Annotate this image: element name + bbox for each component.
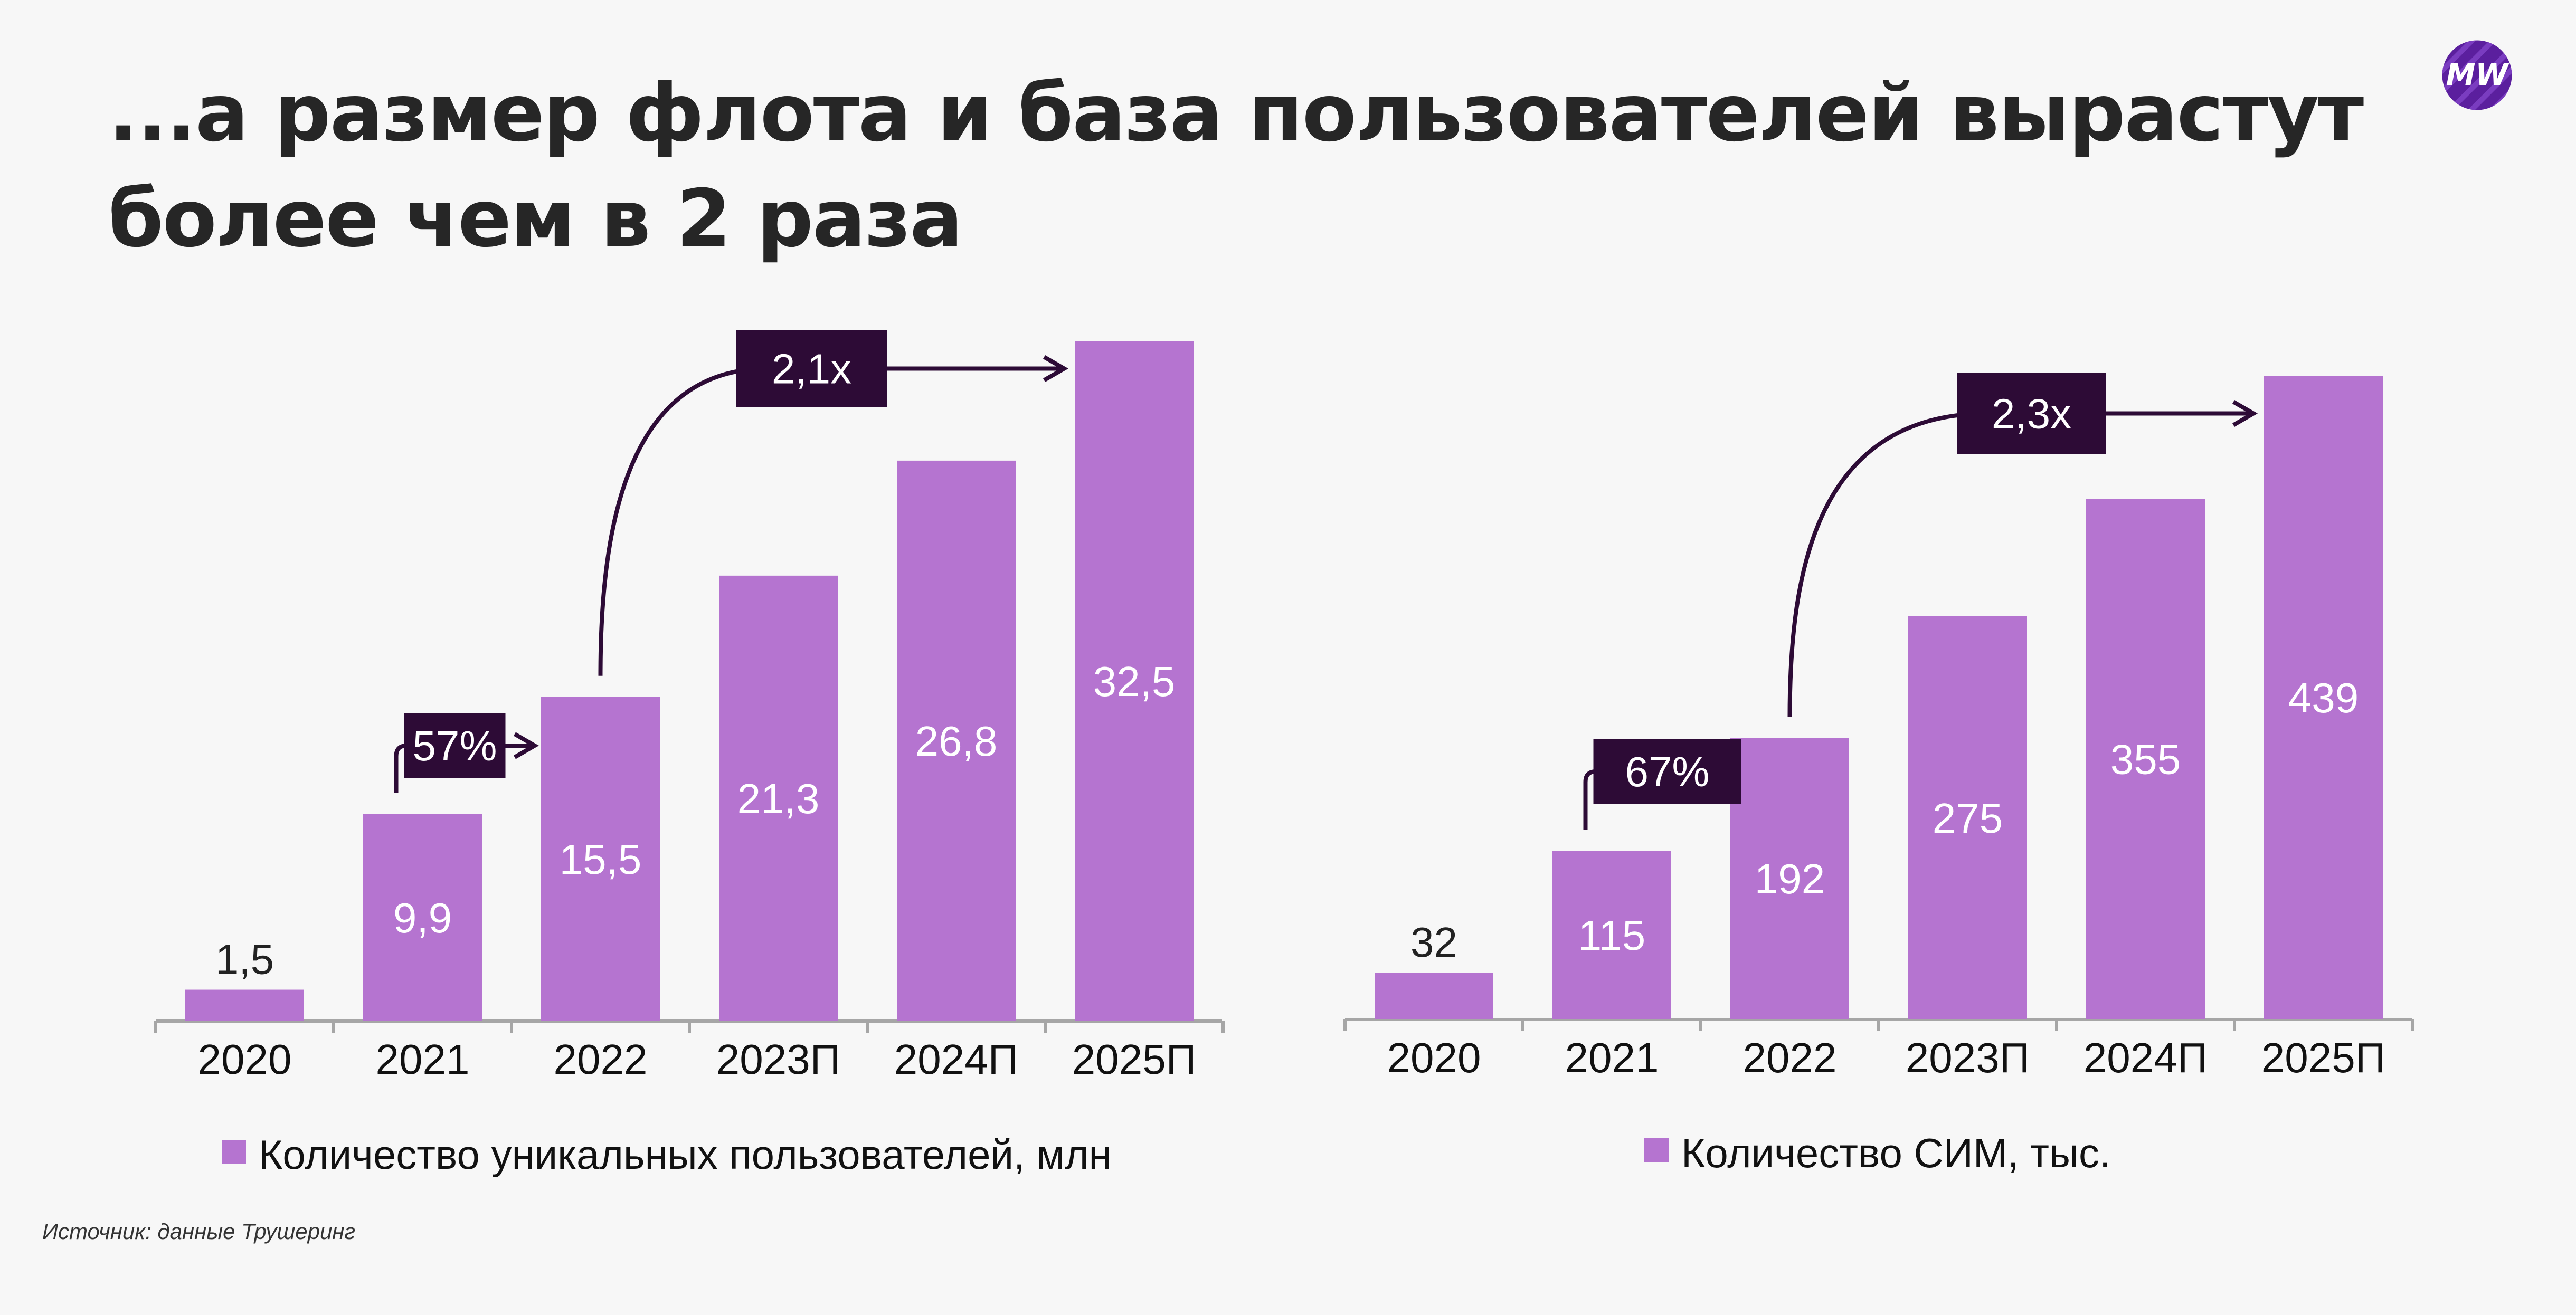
x-tick-label: 2020: [198, 1036, 292, 1083]
growth-badge: [1593, 739, 1741, 804]
bar-value-label: 355: [2110, 736, 2181, 783]
bar-value-label: 275: [1933, 795, 2003, 842]
bar-value-label: 32,5: [1093, 658, 1176, 705]
sim-bar-chart: 32 2020 115 2021 192 2022 275 2023П 355 2024П 439 2…: [1343, 373, 2414, 1176]
x-tick-label: 2023П: [716, 1036, 840, 1083]
bar: [1908, 616, 2027, 1019]
bar-value-label: 9,9: [393, 894, 452, 941]
bar-value-label: 15,5: [560, 836, 642, 883]
bar-value-label: 32: [1410, 919, 1457, 966]
x-tick-label: 2021: [376, 1036, 470, 1083]
bar: [2264, 376, 2383, 1019]
x-tick-label: 2023П: [1906, 1034, 2030, 1081]
bar: [1730, 738, 1849, 1019]
bar: [719, 575, 838, 1021]
bar: [185, 989, 304, 1021]
x-tick-label: 2024П: [894, 1036, 1018, 1083]
multiplier-arrow-line: [598, 366, 1064, 676]
mw-logo-icon: MW: [2442, 40, 2512, 110]
multiplier-badge: [736, 330, 887, 407]
multiplier-badge: [1957, 373, 2106, 454]
bar: [1075, 341, 1194, 1021]
legend-swatch: [222, 1140, 246, 1164]
logo-text: MW: [2446, 58, 2510, 92]
bar-value-label: 21,3: [737, 775, 820, 822]
multiplier-badge-label: 2,1x: [772, 346, 851, 393]
bar: [1375, 973, 1493, 1019]
growth-badge-label: 67%: [1625, 748, 1709, 795]
growth-badge: [404, 713, 506, 778]
page-title-line-1: ...а размер флота и база пользователей в…: [108, 68, 2364, 159]
legend-swatch: [1644, 1138, 1669, 1162]
x-tick-label: 2022: [1743, 1034, 1837, 1081]
x-tick-label: 2022: [554, 1036, 648, 1083]
bar-value-label: 115: [1578, 912, 1646, 959]
bar: [541, 697, 660, 1021]
x-tick-label: 2025П: [2261, 1034, 2385, 1081]
legend-label: Количество СИМ, тыс.: [1681, 1130, 2111, 1176]
multiplier-badge-label: 2,3x: [1992, 390, 2071, 437]
x-tick-label: 2020: [1387, 1034, 1481, 1081]
bar-value-label: 439: [2288, 674, 2359, 721]
page-title: ...а размер флота и база пользователей в…: [108, 61, 2364, 272]
x-tick-label: 2024П: [2083, 1034, 2208, 1081]
arrow-head: [2232, 400, 2258, 427]
page-title-line-2: более чем в 2 раза: [108, 173, 963, 265]
bar-value-label: 26,8: [915, 718, 998, 765]
bar-value-label: 1,5: [215, 936, 274, 983]
bar: [1552, 851, 1671, 1019]
users-bar-chart: 1,5 2020 9,9 2021 15,5 2022 21,3 2023П 26,8 2024П…: [154, 330, 1225, 1178]
arrow-head: [513, 732, 539, 759]
arrow-head: [1043, 355, 1068, 382]
bar: [897, 460, 1016, 1021]
source-note: Источник: данные Трушеринг: [42, 1219, 356, 1244]
x-tick-label: 2021: [1565, 1034, 1659, 1081]
bar: [2086, 499, 2205, 1019]
x-tick-label: 2025П: [1072, 1036, 1196, 1083]
legend-label: Количество уникальных пользователей, млн: [259, 1131, 1112, 1178]
growth-badge-label: 57%: [412, 722, 497, 769]
multiplier-arrow-line: [1787, 411, 2253, 717]
bar-value-label: 192: [1755, 855, 1825, 902]
bar: [363, 814, 482, 1021]
